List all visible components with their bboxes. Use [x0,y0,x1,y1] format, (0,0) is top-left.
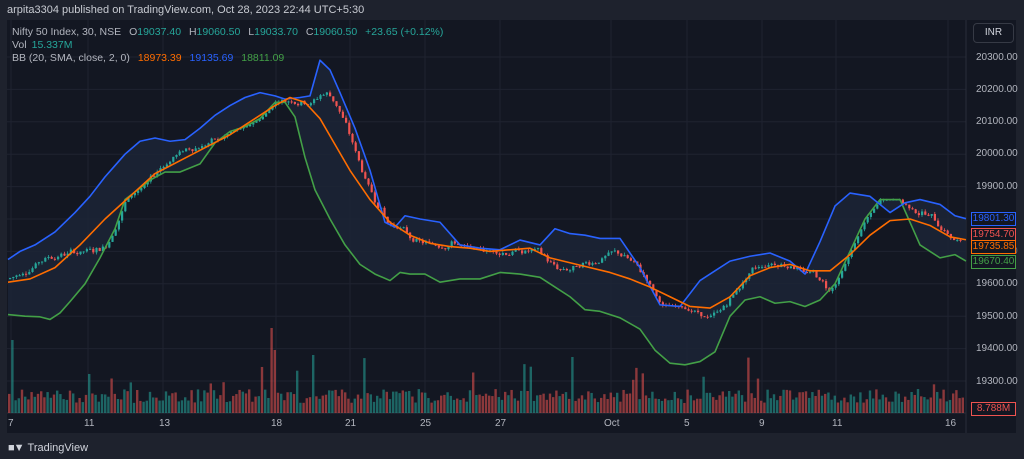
time-axis-label: 9 [759,418,765,429]
time-axis-label: 18 [271,418,283,429]
price-axis-label: 19900.00 [976,181,1018,192]
brand-name: TradingView [27,442,89,454]
change-value: +23.65 (+0.12%) [365,26,444,38]
price-axis-label: 19300.00 [976,376,1018,387]
price-axis-label: 20100.00 [976,116,1018,127]
currency-button[interactable]: INR [973,23,1014,43]
time-axis-label: 21 [345,418,357,429]
time-axis-label: Oct [604,418,620,429]
bb-upper-value: 19135.69 [189,52,234,64]
time-axis-label: 11 [832,418,843,429]
price-axis-label: 20300.00 [976,52,1018,63]
price-axis-label: 19400.00 [976,343,1018,354]
volume-row: Vol 15.337M [12,39,73,51]
time-axis-label: 13 [159,418,171,429]
volume-value: 15.337M [31,39,73,51]
bb-basis-value: 18973.39 [137,52,182,64]
close-value: 19060.50 [313,26,358,38]
time-axis-label: 27 [495,418,507,429]
price-axis-label: 19500.00 [976,311,1018,322]
chart-legend: Nifty 50 Index, 30, NSE O19037.40 H19060… [12,26,443,65]
time-axis-label: 5 [684,418,690,429]
upper-band-tag: 19801.30 [971,212,1016,226]
bb-indicator-label[interactable]: BB (20, SMA, close, 2, 0) [12,52,130,64]
bb-lower-value: 18811.09 [241,52,285,64]
time-axis-label: 11 [84,418,95,429]
symbol-row: Nifty 50 Index, 30, NSE O19037.40 H19060… [12,26,444,38]
price-axis-label: 20000.00 [976,148,1018,159]
time-axis-label: 16 [945,418,957,429]
time-axis-label: 25 [420,418,432,429]
low-value: 19033.70 [254,26,298,38]
tradingview-logo-icon: ■▼ [8,442,25,454]
time-axis-label: 7 [8,418,14,429]
symbol-name[interactable]: Nifty 50 Index, 30, NSE [12,26,122,38]
price-axis-label: 20200.00 [976,84,1018,95]
basis-tag: 19735.85 [971,240,1016,254]
volume-tag: 8.788M [971,402,1016,416]
price-axis-label: 19600.00 [976,278,1018,289]
published-header: arpita3304 published on TradingView.com,… [7,4,365,16]
lower-band-tag: 19670.40 [971,255,1016,269]
open-value: 19037.40 [137,26,182,38]
high-value: 19060.50 [196,26,241,38]
bb-row: BB (20, SMA, close, 2, 0) 18973.39 19135… [12,52,443,65]
tradingview-brand[interactable]: ■▼ TradingView [8,442,88,454]
